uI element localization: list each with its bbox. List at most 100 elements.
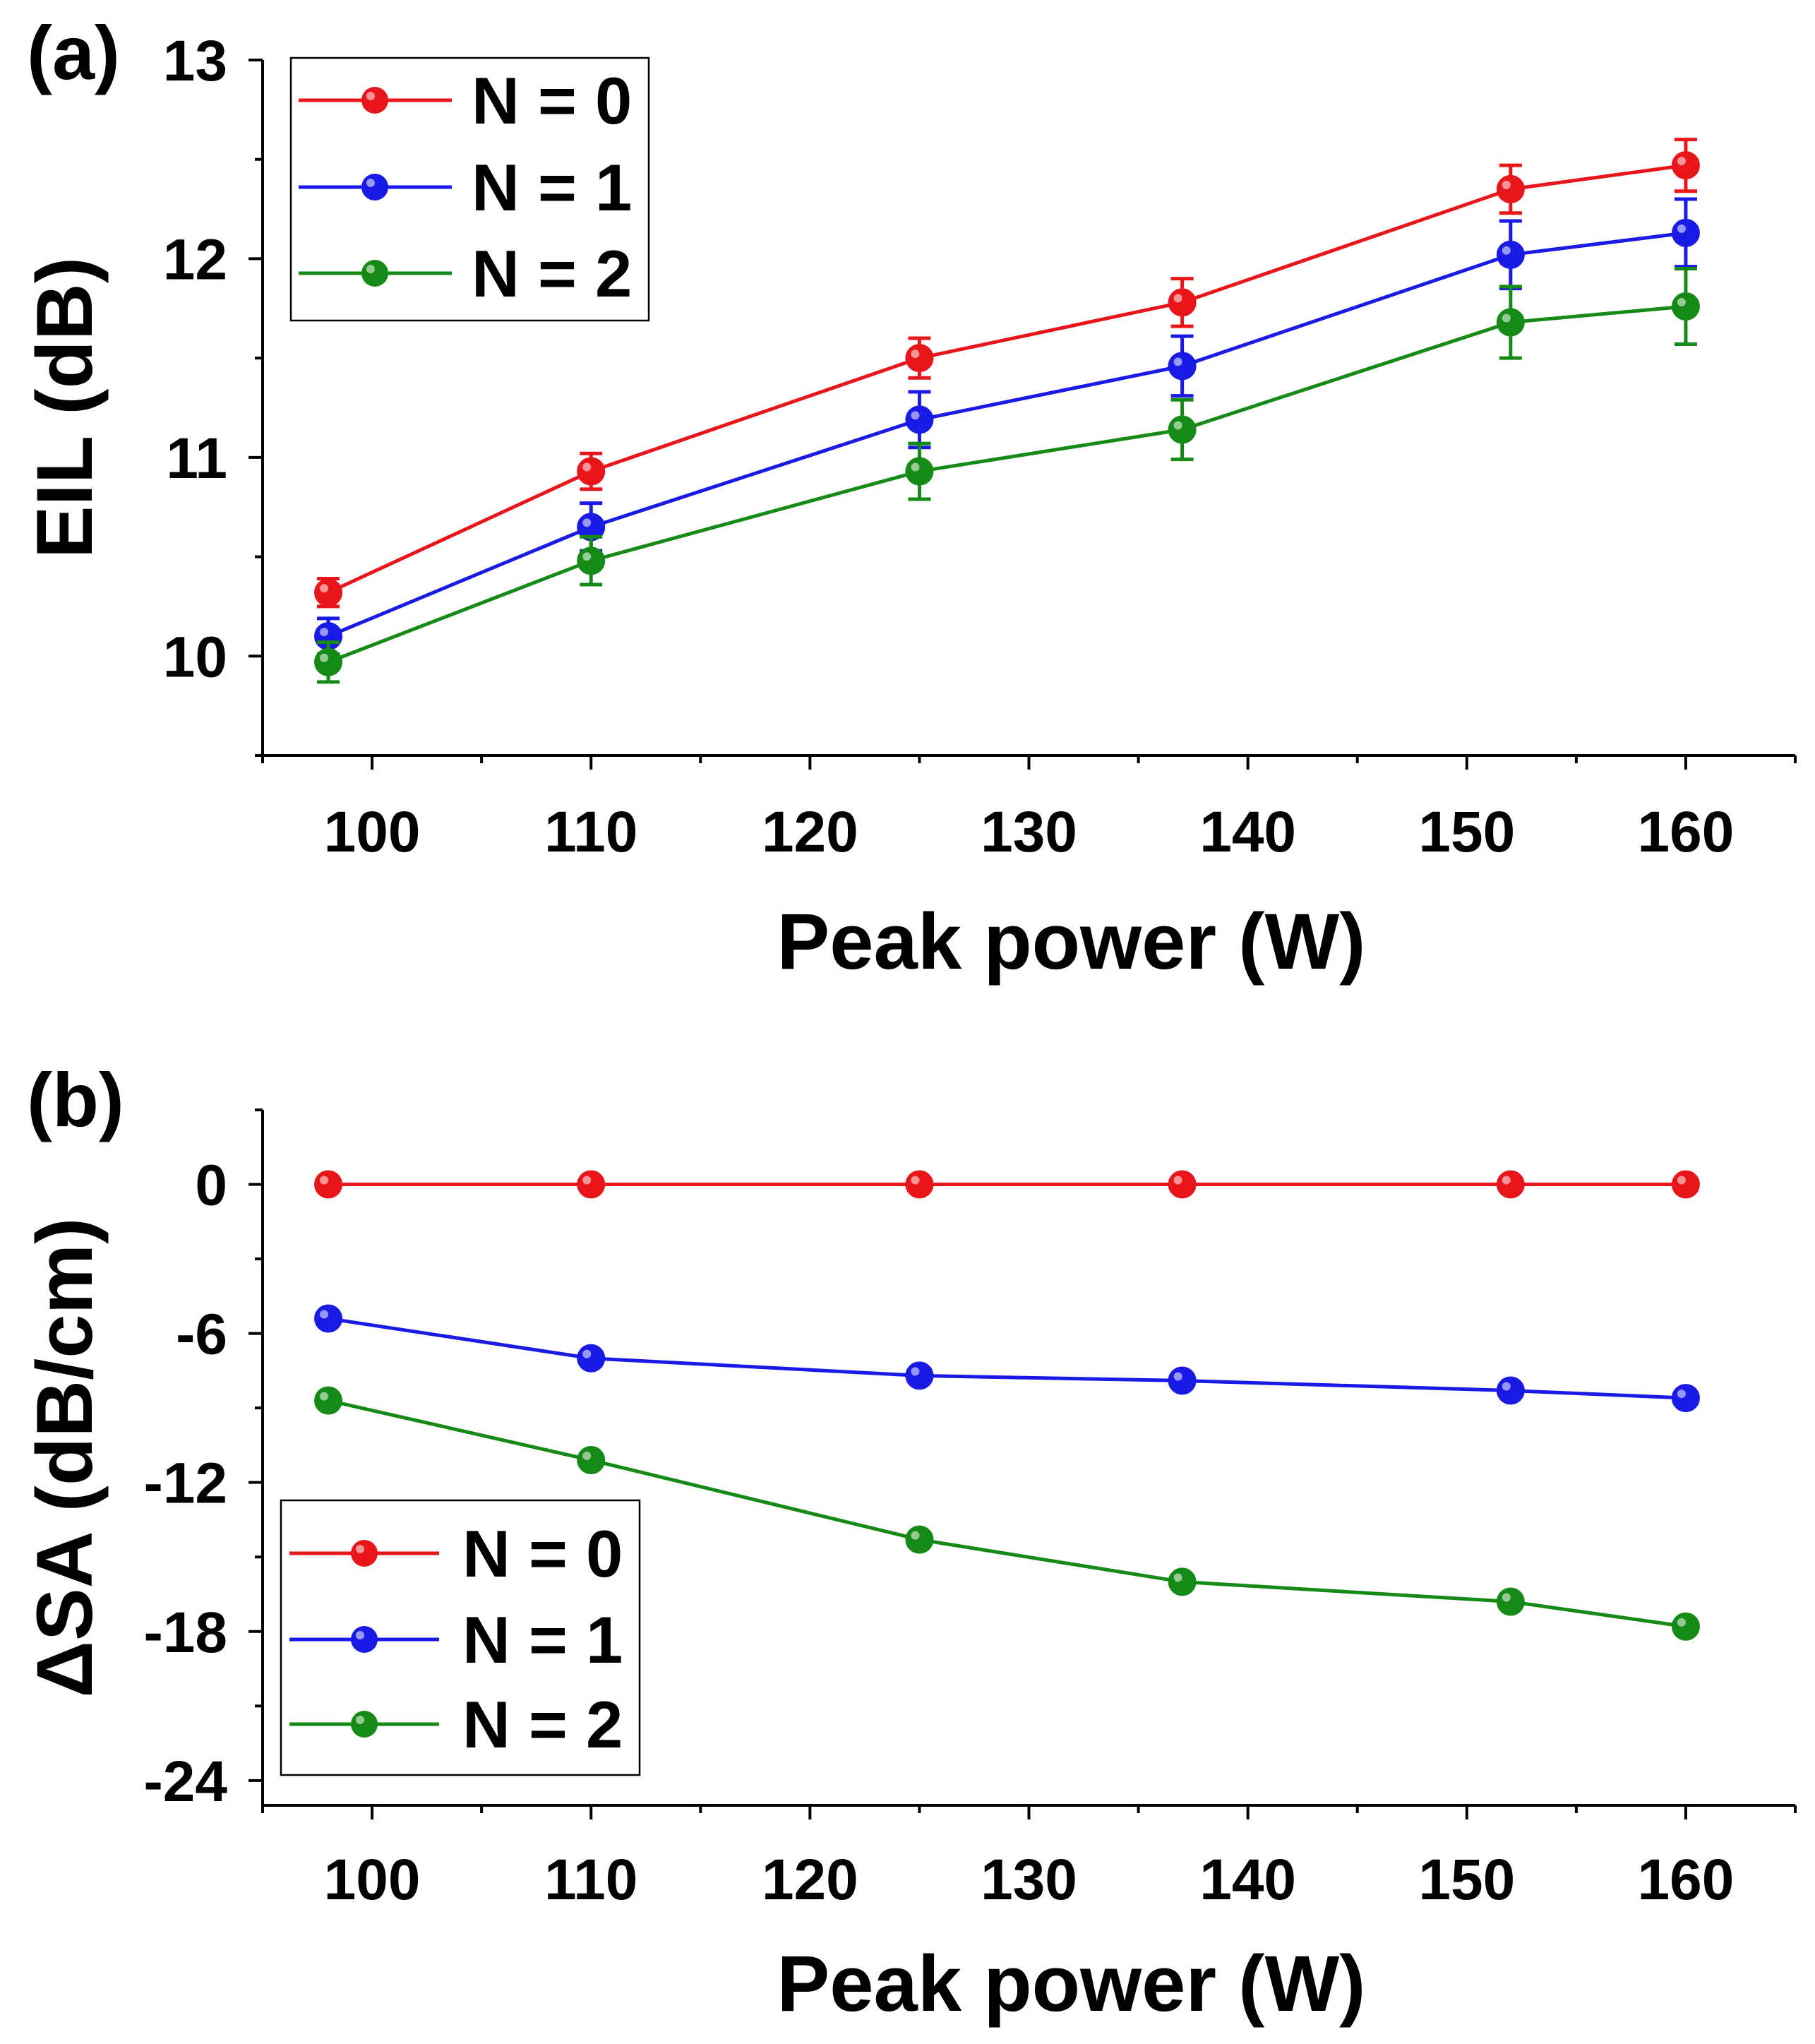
x-tick-label: 140 — [1199, 1848, 1296, 1912]
x-tick-label: 100 — [324, 1848, 421, 1912]
data-point — [1496, 240, 1525, 269]
y-axis-title: ΔSA (dB/cm) — [20, 1218, 109, 1698]
data-point-highlight — [582, 518, 592, 527]
data-point — [577, 1170, 606, 1199]
data-point-highlight — [320, 628, 329, 637]
data-point-highlight — [1502, 1593, 1511, 1602]
data-point — [1496, 174, 1525, 203]
x-tick-label: 150 — [1418, 1848, 1515, 1912]
data-point-highlight — [1677, 157, 1686, 166]
data-point-highlight — [1502, 1176, 1511, 1185]
x-tick-label: 160 — [1638, 1848, 1735, 1912]
data-point — [314, 1386, 343, 1415]
x-tick-label: 130 — [981, 1848, 1077, 1912]
data-point-highlight — [1677, 1389, 1686, 1399]
series-line — [328, 304, 1687, 664]
series-1 — [314, 1304, 1700, 1413]
legend-marker-highlight — [356, 1545, 364, 1553]
data-point — [1671, 1170, 1700, 1199]
data-point-highlight — [1173, 1176, 1182, 1185]
data-point — [1168, 1567, 1197, 1596]
legend-label: N = 1 — [462, 1603, 623, 1677]
series-2 — [314, 1386, 1700, 1641]
data-point-highlight — [582, 1349, 592, 1358]
data-point — [1496, 308, 1525, 337]
data-point-highlight — [582, 1176, 592, 1185]
data-point-highlight — [1173, 421, 1182, 430]
data-point — [314, 578, 343, 607]
data-point-highlight — [582, 552, 592, 561]
y-axis-title: EIL (dB) — [20, 257, 109, 558]
x-tick-label: 110 — [544, 1848, 637, 1912]
data-point-highlight — [1173, 294, 1182, 303]
data-point — [577, 546, 606, 575]
data-point-highlight — [582, 462, 592, 472]
data-point — [314, 647, 343, 676]
panel-label: (b) — [27, 1057, 124, 1142]
legend-marker — [361, 87, 388, 114]
legend-label: N = 2 — [462, 1687, 623, 1762]
data-point — [905, 457, 934, 486]
data-point-highlight — [1173, 357, 1182, 366]
data-point — [1168, 352, 1197, 381]
data-point — [577, 457, 606, 486]
legend-label: N = 2 — [472, 237, 632, 311]
data-point — [905, 1170, 934, 1199]
data-point-highlight — [1502, 1382, 1511, 1391]
data-point — [1168, 288, 1197, 317]
legend-label: N = 1 — [472, 150, 632, 225]
data-point — [905, 405, 934, 434]
legend-marker — [361, 174, 388, 201]
series-line — [328, 1399, 1687, 1629]
legend-label: N = 0 — [462, 1517, 623, 1591]
data-point — [577, 1344, 606, 1373]
legend: N = 0 N = 1 N = 2 — [289, 56, 650, 322]
y-tick-label: 13 — [163, 29, 227, 93]
data-point-highlight — [1677, 1618, 1686, 1627]
data-point-highlight — [1677, 1176, 1686, 1185]
data-point-highlight — [320, 1176, 329, 1185]
data-point — [905, 344, 934, 373]
series-line — [328, 1317, 1687, 1400]
data-point-highlight — [1173, 1573, 1182, 1582]
data-point — [905, 1361, 934, 1390]
x-tick-label: 120 — [762, 1848, 858, 1912]
legend-marker-highlight — [366, 265, 375, 273]
x-tick-label: 120 — [762, 800, 858, 864]
y-tick-label: 12 — [163, 227, 227, 292]
x-axis-title: Peak power (W) — [777, 1940, 1366, 2028]
data-point-highlight — [1502, 246, 1511, 255]
data-point-highlight — [320, 1310, 329, 1319]
data-point — [1496, 1587, 1525, 1616]
x-tick-label: 150 — [1418, 800, 1515, 864]
data-point-highlight — [911, 1531, 920, 1540]
legend-marker-highlight — [356, 1631, 364, 1639]
data-point — [1168, 1366, 1197, 1395]
data-point — [577, 1446, 606, 1475]
y-tick-label: 11 — [166, 426, 227, 491]
data-point — [314, 1304, 343, 1333]
data-point-highlight — [320, 1392, 329, 1401]
x-tick-label: 100 — [324, 800, 421, 864]
data-point — [1168, 415, 1197, 444]
data-point-highlight — [1677, 224, 1686, 233]
panel-b: (b) 100 110 120 130 140 150 160 0 -6 -12 -18 -24 Peak… — [20, 1057, 1797, 2028]
data-point — [314, 1170, 343, 1199]
legend: N = 0 N = 1 N = 2 — [280, 1499, 641, 1776]
series-2 — [314, 267, 1700, 684]
data-point-highlight — [911, 462, 920, 472]
data-point-highlight — [1173, 1372, 1182, 1381]
data-point-highlight — [911, 411, 920, 420]
series-0 — [314, 1170, 1700, 1199]
data-point-highlight — [320, 653, 329, 662]
legend-marker — [351, 1540, 378, 1567]
x-tick-label: 130 — [981, 800, 1077, 864]
series-0 — [314, 138, 1700, 609]
x-tick-label: 160 — [1638, 800, 1735, 864]
legend-marker — [351, 1626, 378, 1653]
data-point — [1496, 1376, 1525, 1405]
series-line — [327, 163, 1687, 594]
data-point — [1671, 218, 1700, 247]
